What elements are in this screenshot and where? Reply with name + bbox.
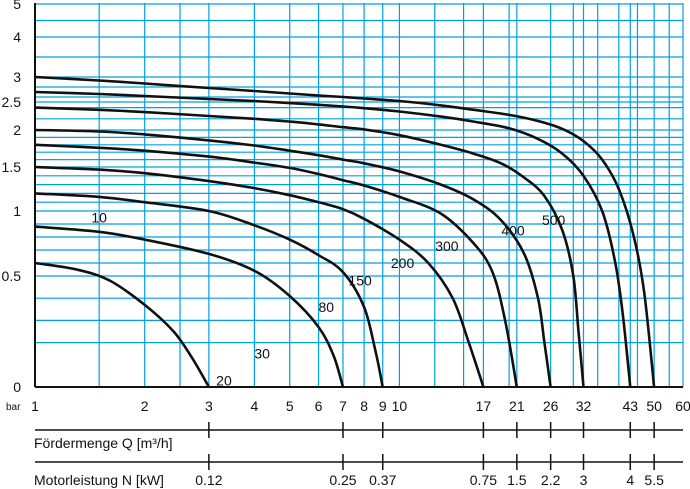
x-tick-label: 50 [646,398,662,414]
secondary-tick-label: 4 [626,472,634,488]
motorleistung-axis-title: Motorleistung N [kW] [34,472,164,488]
curve-10 [34,261,211,388]
plot-frame [34,3,683,388]
secondary-tick-label: 2.2 [541,472,561,488]
secondary-tick-label: 0.12 [195,472,222,488]
x-tick-label: 1 [31,398,39,414]
curve-label-10: 10 [91,210,107,226]
curves [34,75,656,388]
x-tick-label: 10 [392,398,408,414]
x-tick-label: 9 [379,398,387,414]
curve-label-150: 150 [348,272,372,288]
curve-150 [34,143,519,388]
x-tick-label: 5 [286,398,294,414]
x-tick-label: 2 [141,398,149,414]
curve-label-300: 300 [435,238,459,254]
x-tick-label: 17 [476,398,492,414]
x-tick-label: 43 [622,398,638,414]
y-tick-label: 2.5 [2,94,22,110]
curve-200 [34,128,552,388]
y-tick-label: 0.5 [2,268,22,284]
curve-label-400: 400 [501,223,525,239]
y-tick-label: 4 [13,29,21,45]
y-tick-label: 2 [13,122,21,138]
curve-400 [34,90,632,388]
x-tick-label: 26 [543,398,559,414]
y-tick-label: 1.5 [2,159,22,175]
y-tick-label: 5 [13,0,21,12]
curve-500 [34,75,656,388]
y-axis-unit-label: bar [6,402,21,413]
secondary-tick-label: 1.5 [507,472,527,488]
secondary-tick-label: 5.5 [644,472,664,488]
secondary-axes: Fördermenge Q [m³/h] 0.12 0.25 0.37 0.75 1.5 2… [34,422,683,488]
curve-label-500: 500 [542,212,566,228]
y-axis-tick-labels: 0 0.5 1 1.5 2 2.5 3 4 5 [2,0,22,395]
foerdermenge-axis-title: Fördermenge Q [m³/h] [34,435,173,451]
curve-label-20: 20 [216,372,232,388]
secondary-tick-label: 0.25 [329,472,356,488]
curve-80 [34,165,485,388]
curve-label-200: 200 [391,255,415,271]
curve-20 [34,225,345,388]
x-tick-label: 3 [205,398,213,414]
x-tick-label: 60 [675,398,690,414]
secondary-tick-label: 0.75 [470,472,497,488]
curve-label-30: 30 [254,346,270,362]
x-tick-label: 4 [251,398,259,414]
x-tick-label: 6 [315,398,323,414]
curve-30 [34,192,384,388]
curve-label-80: 80 [319,299,335,315]
x-axis-tick-labels: 1 2 3 4 5 6 7 8 9 10 17 21 26 32 43 50 60 [31,398,690,414]
x-tick-label: 32 [576,398,592,414]
curve-300 [34,106,585,388]
secondary-tick-label: 0.37 [369,472,396,488]
grid [34,3,684,388]
y-tick-label: 0 [13,379,21,395]
curve-labels: 10 20 30 80 150 200 300 400 500 [91,210,565,389]
y-tick-label: 3 [13,69,21,85]
x-tick-label: 21 [509,398,525,414]
x-tick-label: 7 [339,398,347,414]
x-tick-label: 8 [360,398,368,414]
y-tick-label: 1 [13,203,21,219]
secondary-tick-label: 3 [580,472,588,488]
